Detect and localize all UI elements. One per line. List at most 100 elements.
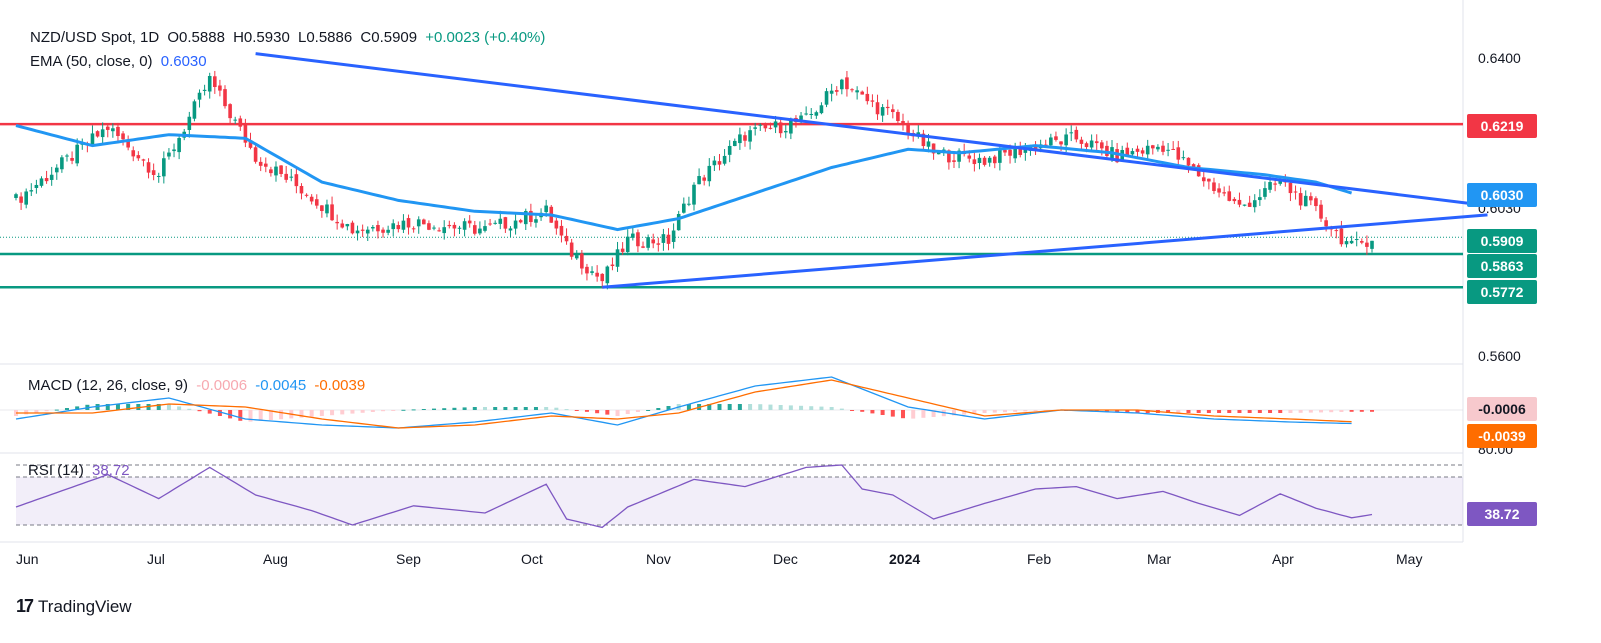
candle <box>396 221 401 233</box>
candle <box>636 229 640 253</box>
macd-histogram-bar <box>268 410 273 420</box>
candle <box>1334 227 1339 239</box>
macd-histogram-bar <box>635 410 640 412</box>
x-tick: Jun <box>16 551 39 567</box>
candle <box>325 199 329 218</box>
candle <box>518 218 523 224</box>
candle <box>727 140 732 163</box>
candle <box>416 216 421 234</box>
candle <box>600 273 605 289</box>
candle <box>192 99 197 122</box>
x-tick: Feb <box>1027 551 1052 567</box>
candle <box>1252 194 1257 213</box>
macd-histogram-bar <box>982 410 987 413</box>
candle <box>564 228 569 245</box>
candle <box>1314 196 1318 212</box>
candle <box>1242 204 1247 207</box>
macd-histogram-bar <box>360 410 365 413</box>
candle <box>1145 139 1150 159</box>
candle <box>1222 186 1226 197</box>
macd-histogram-bar <box>962 410 967 415</box>
candle <box>1360 238 1364 245</box>
candle <box>534 215 538 228</box>
macd-histogram-bar <box>758 404 763 410</box>
candle <box>875 94 880 120</box>
candle <box>1161 140 1165 156</box>
candle <box>585 263 589 281</box>
macd-histogram-bar <box>187 408 192 410</box>
candle <box>299 183 304 200</box>
macd-histogram-bar <box>901 410 906 419</box>
macd-histogram-bar <box>1115 410 1120 413</box>
candle <box>778 118 783 138</box>
macd-histogram-bar <box>156 404 161 410</box>
macd-histogram-bar <box>248 410 253 422</box>
candle <box>998 146 1002 171</box>
macd-histogram-bar <box>1237 410 1242 413</box>
macd-histogram-bar <box>381 410 386 412</box>
candle <box>1258 189 1262 206</box>
macd-histogram-bar <box>34 410 39 413</box>
macd-histogram-bar <box>309 410 314 417</box>
rsi-price-label: 38.72 <box>1467 502 1537 526</box>
candle <box>896 109 900 125</box>
macd-histogram-bar <box>1002 410 1007 413</box>
candle <box>289 168 294 182</box>
macd-histogram-bar <box>727 404 732 410</box>
candle <box>1349 235 1354 245</box>
macd-histogram-bar <box>880 410 885 415</box>
candle <box>304 193 309 198</box>
candle <box>467 215 472 228</box>
ema-label[interactable]: EMA (50, close, 0) <box>30 53 153 70</box>
candle <box>523 208 528 230</box>
ema-value: 0.6030 <box>160 53 207 70</box>
candle <box>187 111 192 138</box>
candle <box>386 225 390 236</box>
candle <box>258 157 263 172</box>
macd-histogram-bar <box>513 407 518 410</box>
candle <box>29 183 34 197</box>
candle <box>391 219 396 237</box>
macd-histogram-bar <box>544 407 549 410</box>
candle <box>167 148 171 160</box>
candle <box>488 218 492 226</box>
current-price-label: 0.5909 <box>1467 229 1537 253</box>
candle <box>1150 144 1155 155</box>
price-tick: 0.5600 <box>1478 348 1521 364</box>
macd-histogram-bar <box>1104 410 1109 412</box>
macd-histogram-bar <box>1217 410 1222 413</box>
candle <box>809 108 814 119</box>
candle <box>1237 192 1242 208</box>
candle <box>1140 147 1145 157</box>
macd-histogram-bar <box>1023 410 1028 412</box>
candle <box>972 152 977 172</box>
candle <box>131 146 136 162</box>
candle <box>447 220 452 229</box>
macd-histogram-bar <box>105 404 110 410</box>
candle <box>559 220 564 243</box>
macd-histogram-bar <box>64 408 69 410</box>
candle <box>452 222 457 237</box>
candle <box>314 194 319 209</box>
x-tick: May <box>1396 551 1423 567</box>
candle <box>656 237 661 252</box>
macd-histogram-bar <box>1359 410 1364 412</box>
candle <box>49 166 54 186</box>
candle <box>472 220 477 236</box>
macd-histogram-bar <box>1339 410 1344 412</box>
candle <box>610 257 615 271</box>
candle <box>218 79 222 97</box>
symbol-title[interactable]: NZD/USD Spot, 1D <box>30 29 160 46</box>
macd-histogram-bar <box>523 407 528 410</box>
grid <box>0 0 1464 543</box>
brand[interactable]: 17 TradingView <box>16 596 132 617</box>
candle <box>712 156 717 172</box>
candle <box>146 158 151 179</box>
macd-label[interactable]: MACD (12, 26, close, 9) <box>28 377 189 394</box>
candle <box>457 225 462 234</box>
candle <box>824 88 829 108</box>
macd-legend: MACD (12, 26, close, 9) -0.0006 -0.0045 … <box>28 377 369 394</box>
rsi-label[interactable]: RSI (14) <box>28 462 84 479</box>
ema-line <box>15 124 1353 232</box>
